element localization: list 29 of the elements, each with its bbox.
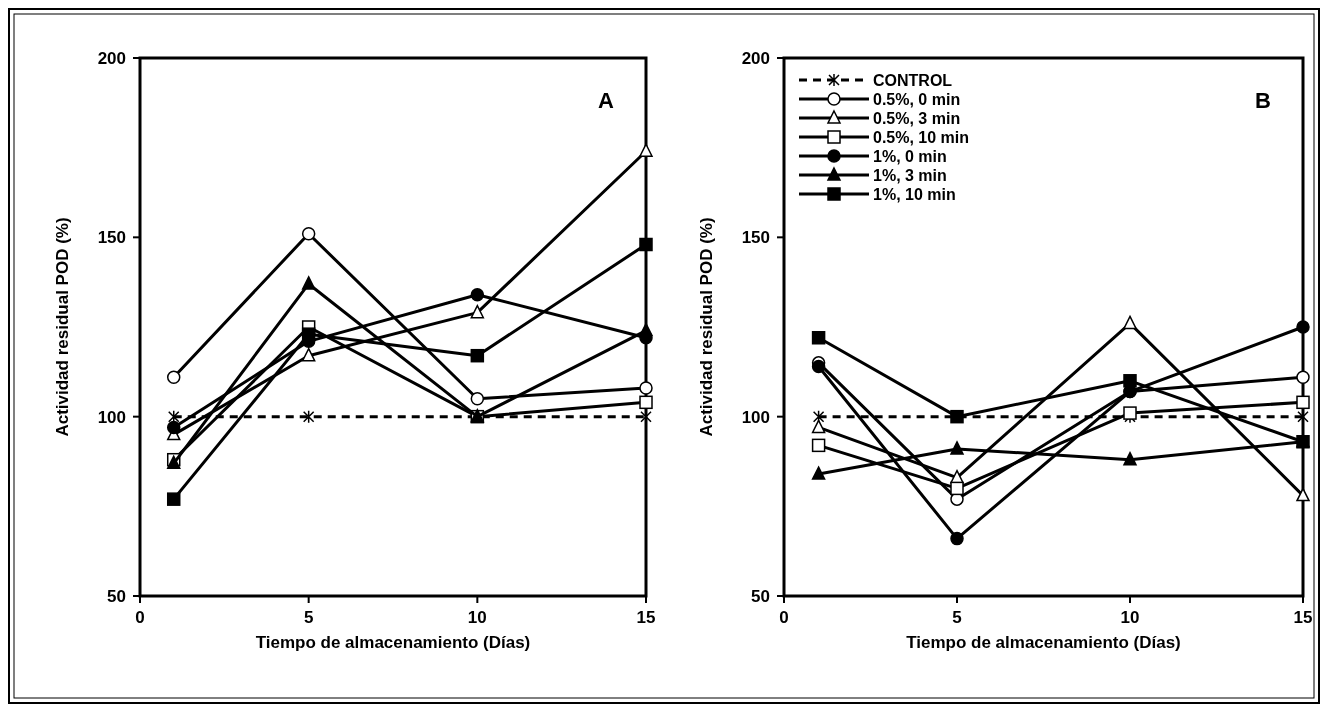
legend-label: 1%, 3 min <box>873 167 947 184</box>
y-tick-label: 100 <box>97 407 126 427</box>
legend-label: 1%, 0 min <box>873 148 947 165</box>
legend-label: 0.5%, 0 min <box>873 91 961 108</box>
x-tick-label: 15 <box>636 608 656 627</box>
x-tick-label: 10 <box>467 608 487 627</box>
legend-label: 1%, 10 min <box>873 186 956 203</box>
x-tick-label: 0 <box>135 608 145 627</box>
x-tick-label: 5 <box>303 608 314 627</box>
legend-label: 0.5%, 10 min <box>873 129 970 146</box>
annotation: A <box>598 88 615 113</box>
y-axis-title: Actividad residual POD (%) <box>53 217 72 437</box>
y-tick-label: 50 <box>107 587 126 606</box>
y-tick-label: 200 <box>741 49 770 68</box>
x-tick-label: 10 <box>1120 608 1140 627</box>
x-tick-label: 5 <box>952 608 962 627</box>
legend-label: CONTROL <box>873 72 953 89</box>
annotation: B <box>1255 88 1271 113</box>
x-axis-title: Tiempo de almacenamiento (Días) <box>906 633 1181 652</box>
y-tick-label: 150 <box>741 228 770 248</box>
x-tick-label: 15 <box>1293 608 1313 627</box>
y-tick-label: 100 <box>741 407 770 427</box>
y-tick-label: 50 <box>751 587 770 606</box>
legend-label: 0.5%, 3 min <box>873 110 961 127</box>
y-tick-label: 200 <box>97 49 126 68</box>
y-axis-title: Actividad residual POD (%) <box>697 217 716 437</box>
x-tick-label: 0 <box>779 608 789 627</box>
x-axis-title: Tiempo de almacenamiento (Días) <box>255 633 531 652</box>
y-tick-label: 150 <box>97 228 126 248</box>
